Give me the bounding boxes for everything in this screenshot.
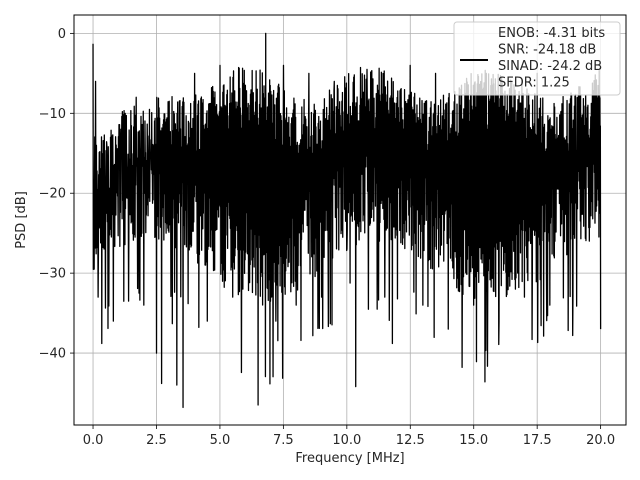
x-tick-label: 7.5 — [273, 433, 294, 448]
legend-entry-snr: SNR: -24.18 dB — [498, 43, 596, 58]
axes-frame — [73, 14, 627, 426]
x-tick-label: 10.0 — [332, 433, 361, 448]
legend-entry-sinad: SINAD: -24.2 dB — [498, 59, 602, 74]
x-tick-label: 2.5 — [146, 433, 167, 448]
psd-series-line — [92, 32, 602, 409]
x-tick-label: 15.0 — [459, 433, 488, 448]
legend-entry-sfdr: SFDR: 1.25 — [498, 76, 570, 91]
legend-entry-enob: ENOB: -4.31 bits — [498, 26, 605, 41]
y-axis-label: PSD [dB] — [14, 191, 29, 249]
legend-box — [453, 21, 621, 96]
x-tick-label: 12.5 — [396, 433, 425, 448]
x-tick-label: 0.0 — [83, 433, 104, 448]
x-axis-label: Frequency [MHz] — [295, 451, 404, 466]
y-tick-label: −30 — [39, 267, 66, 282]
y-tick-label: −20 — [39, 187, 66, 202]
y-axis-ticks: 0 −10 −20 −30 −40 — [39, 27, 74, 362]
x-tick-label: 5.0 — [210, 433, 231, 448]
x-tick-label: 17.5 — [523, 433, 552, 448]
y-tick-label: −10 — [39, 107, 66, 122]
plot-area — [92, 32, 602, 409]
legend: ENOB: -4.31 bits SNR: -24.18 dB SINAD: -… — [453, 21, 621, 96]
y-tick-label: 0 — [58, 27, 66, 42]
x-axis-ticks: 0.0 2.5 5.0 7.5 10.0 12.5 15.0 17.5 20.0 — [83, 425, 615, 448]
x-tick-label: 20.0 — [586, 433, 615, 448]
y-tick-label: −40 — [39, 347, 66, 362]
